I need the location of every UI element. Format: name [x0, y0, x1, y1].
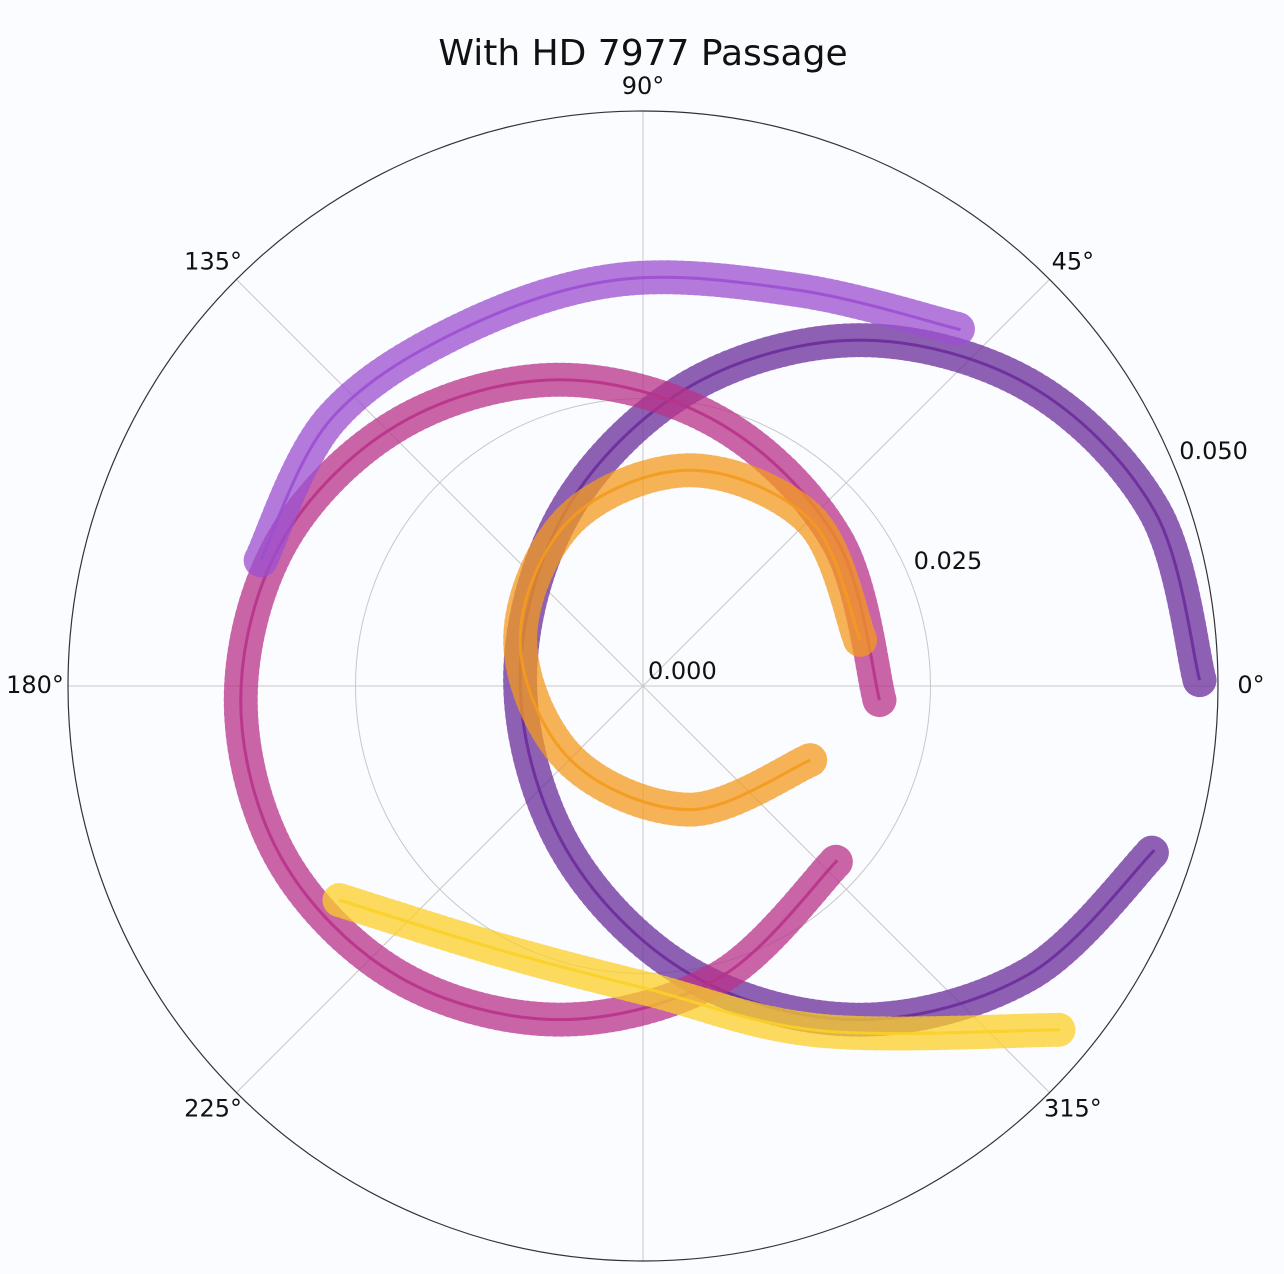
theta-tick-label: 90°: [622, 72, 665, 100]
trajectory-band: [243, 260, 978, 578]
chart-title: With HD 7977 Passage: [438, 33, 847, 74]
theta-tick-label: 0°: [1237, 671, 1264, 699]
theta-tick-label: 135°: [184, 247, 242, 275]
theta-tick-label: 270°: [614, 1270, 672, 1274]
trajectory-edge: [239, 378, 881, 1022]
theta-tick-label: 45°: [1052, 247, 1095, 275]
r-tick-label: 0.025: [914, 547, 983, 575]
theta-tick-label: 225°: [184, 1095, 242, 1123]
trajectory-edge: [259, 275, 961, 561]
trajectory-edge: [339, 898, 1061, 1035]
trajectory-edge: [518, 468, 862, 812]
r-grid-circle: [67, 110, 1219, 1262]
theta-tick-label: 180°: [6, 671, 64, 699]
r-tick-label: 0.050: [1179, 437, 1248, 465]
theta-tick-label: 315°: [1044, 1095, 1102, 1123]
r-tick-label: 0.000: [648, 657, 717, 685]
